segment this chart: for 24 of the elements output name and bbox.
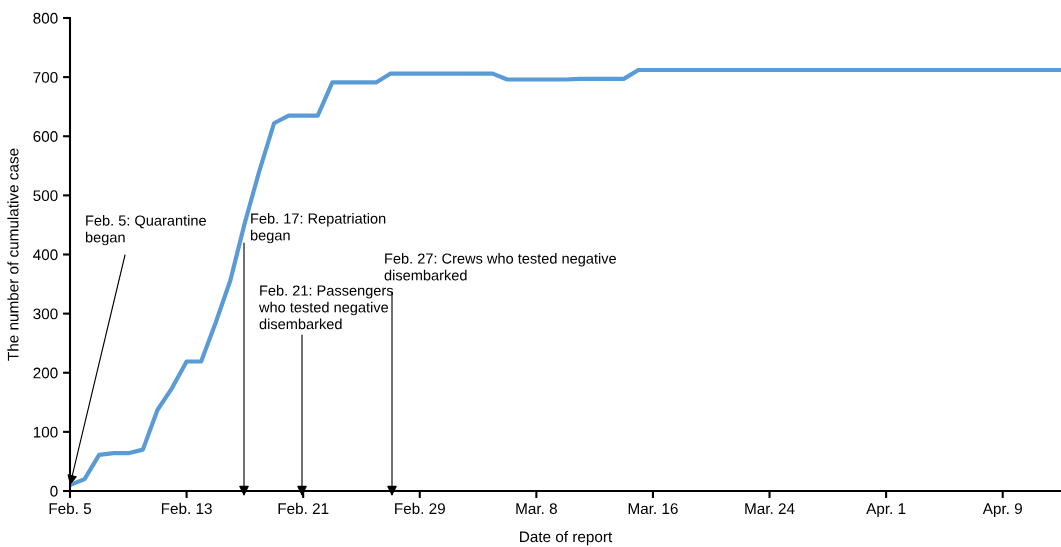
- x-tick-label: Mar. 16: [628, 503, 678, 515]
- y-axis-title: The number of cumulative case: [7, 148, 19, 361]
- x-tick-label: Feb. 21: [278, 502, 329, 515]
- y-tick-label: 300: [33, 308, 58, 320]
- x-tick-label: Feb. 29: [395, 502, 445, 515]
- y-tick-label: 100: [33, 426, 58, 438]
- y-tick-label: 200: [33, 367, 58, 379]
- x-tick-label: Feb. 13: [161, 502, 212, 515]
- x-tick-label: Apr. 1: [866, 503, 906, 518]
- y-tick-label: 700: [33, 71, 58, 83]
- y-tick-label: 0: [50, 485, 58, 497]
- annotation: Feb. 21: Passengers who tested negative disembarked: [258, 285, 394, 330]
- y-tick-label: 800: [33, 12, 58, 24]
- x-tick-label: Apr. 9: [982, 503, 1022, 518]
- x-tick-label: Mar. 8: [516, 503, 557, 515]
- y-tick-label: 500: [33, 190, 58, 202]
- x-tick-label: Mar. 24: [745, 503, 795, 515]
- annotation: Feb. 17: Repatriation began: [250, 213, 386, 244]
- x-tick-label: Feb. 5: [49, 502, 92, 515]
- x-axis-title: Date of report: [520, 530, 613, 546]
- annotation: Feb. 5: Quarantine began: [85, 215, 206, 246]
- y-tick-label: 400: [33, 249, 58, 261]
- annotation: Feb. 27: Crews who tested negative disembarked: [384, 253, 616, 281]
- y-tick-label: 600: [33, 131, 58, 142]
